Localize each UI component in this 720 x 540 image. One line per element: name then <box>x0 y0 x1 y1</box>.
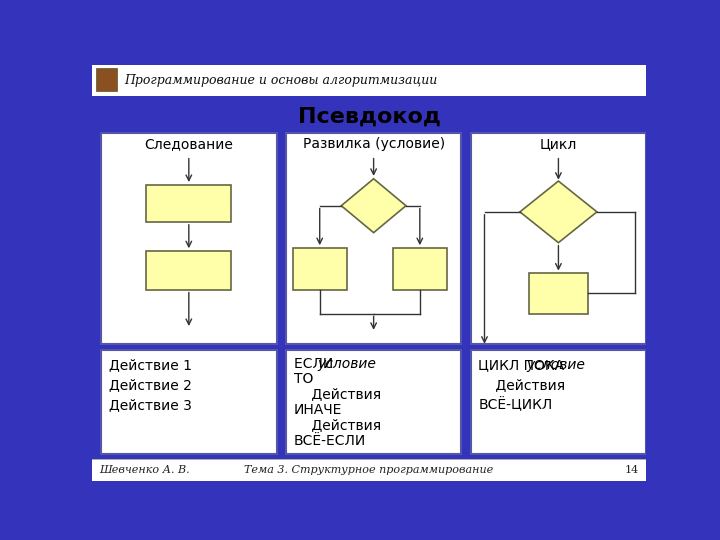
Text: Шевченко А. В.: Шевченко А. В. <box>99 465 190 475</box>
Bar <box>293 248 346 291</box>
Text: Следование: Следование <box>145 137 233 151</box>
Bar <box>92 96 647 99</box>
Bar <box>393 248 447 291</box>
Text: ЦИКЛ ПОКА: ЦИКЛ ПОКА <box>478 358 569 372</box>
Bar <box>286 132 462 345</box>
Bar <box>529 273 588 314</box>
Bar <box>101 132 276 345</box>
Text: Действия: Действия <box>294 387 381 401</box>
Text: Программирование и основы алгоритмизации: Программирование и основы алгоритмизации <box>124 73 437 87</box>
Text: Цикл: Цикл <box>540 137 577 151</box>
Text: Действия: Действия <box>478 378 565 392</box>
Bar <box>286 350 462 454</box>
Bar <box>471 350 647 454</box>
Text: ВСЁ-ЦИКЛ: ВСЁ-ЦИКЛ <box>478 398 552 413</box>
Text: Действие 2: Действие 2 <box>109 378 192 392</box>
Text: условие: условие <box>318 356 377 370</box>
Text: ИНАЧЕ: ИНАЧЕ <box>294 403 342 417</box>
Text: Тема 3. Структурное программирование: Тема 3. Структурное программирование <box>244 465 494 475</box>
Bar <box>92 459 647 481</box>
Text: Действие 3: Действие 3 <box>109 398 192 412</box>
Bar <box>92 65 647 96</box>
Text: ЕСЛИ: ЕСЛИ <box>294 356 337 370</box>
Text: ТО: ТО <box>294 372 313 386</box>
Text: Действия: Действия <box>294 418 381 432</box>
Bar <box>146 251 231 289</box>
Text: Псевдокод: Псевдокод <box>297 107 441 127</box>
Text: Развилка (условие): Развилка (условие) <box>302 137 445 151</box>
Bar <box>96 68 117 91</box>
Polygon shape <box>520 181 597 242</box>
Bar <box>471 132 647 345</box>
Bar <box>101 350 276 454</box>
Bar <box>146 185 231 222</box>
Text: Действие 1: Действие 1 <box>109 358 192 372</box>
Text: ВСЁ-ЕСЛИ: ВСЁ-ЕСЛИ <box>294 434 366 448</box>
Text: 14: 14 <box>624 465 639 475</box>
Polygon shape <box>341 179 406 233</box>
Text: условие: условие <box>526 358 585 372</box>
